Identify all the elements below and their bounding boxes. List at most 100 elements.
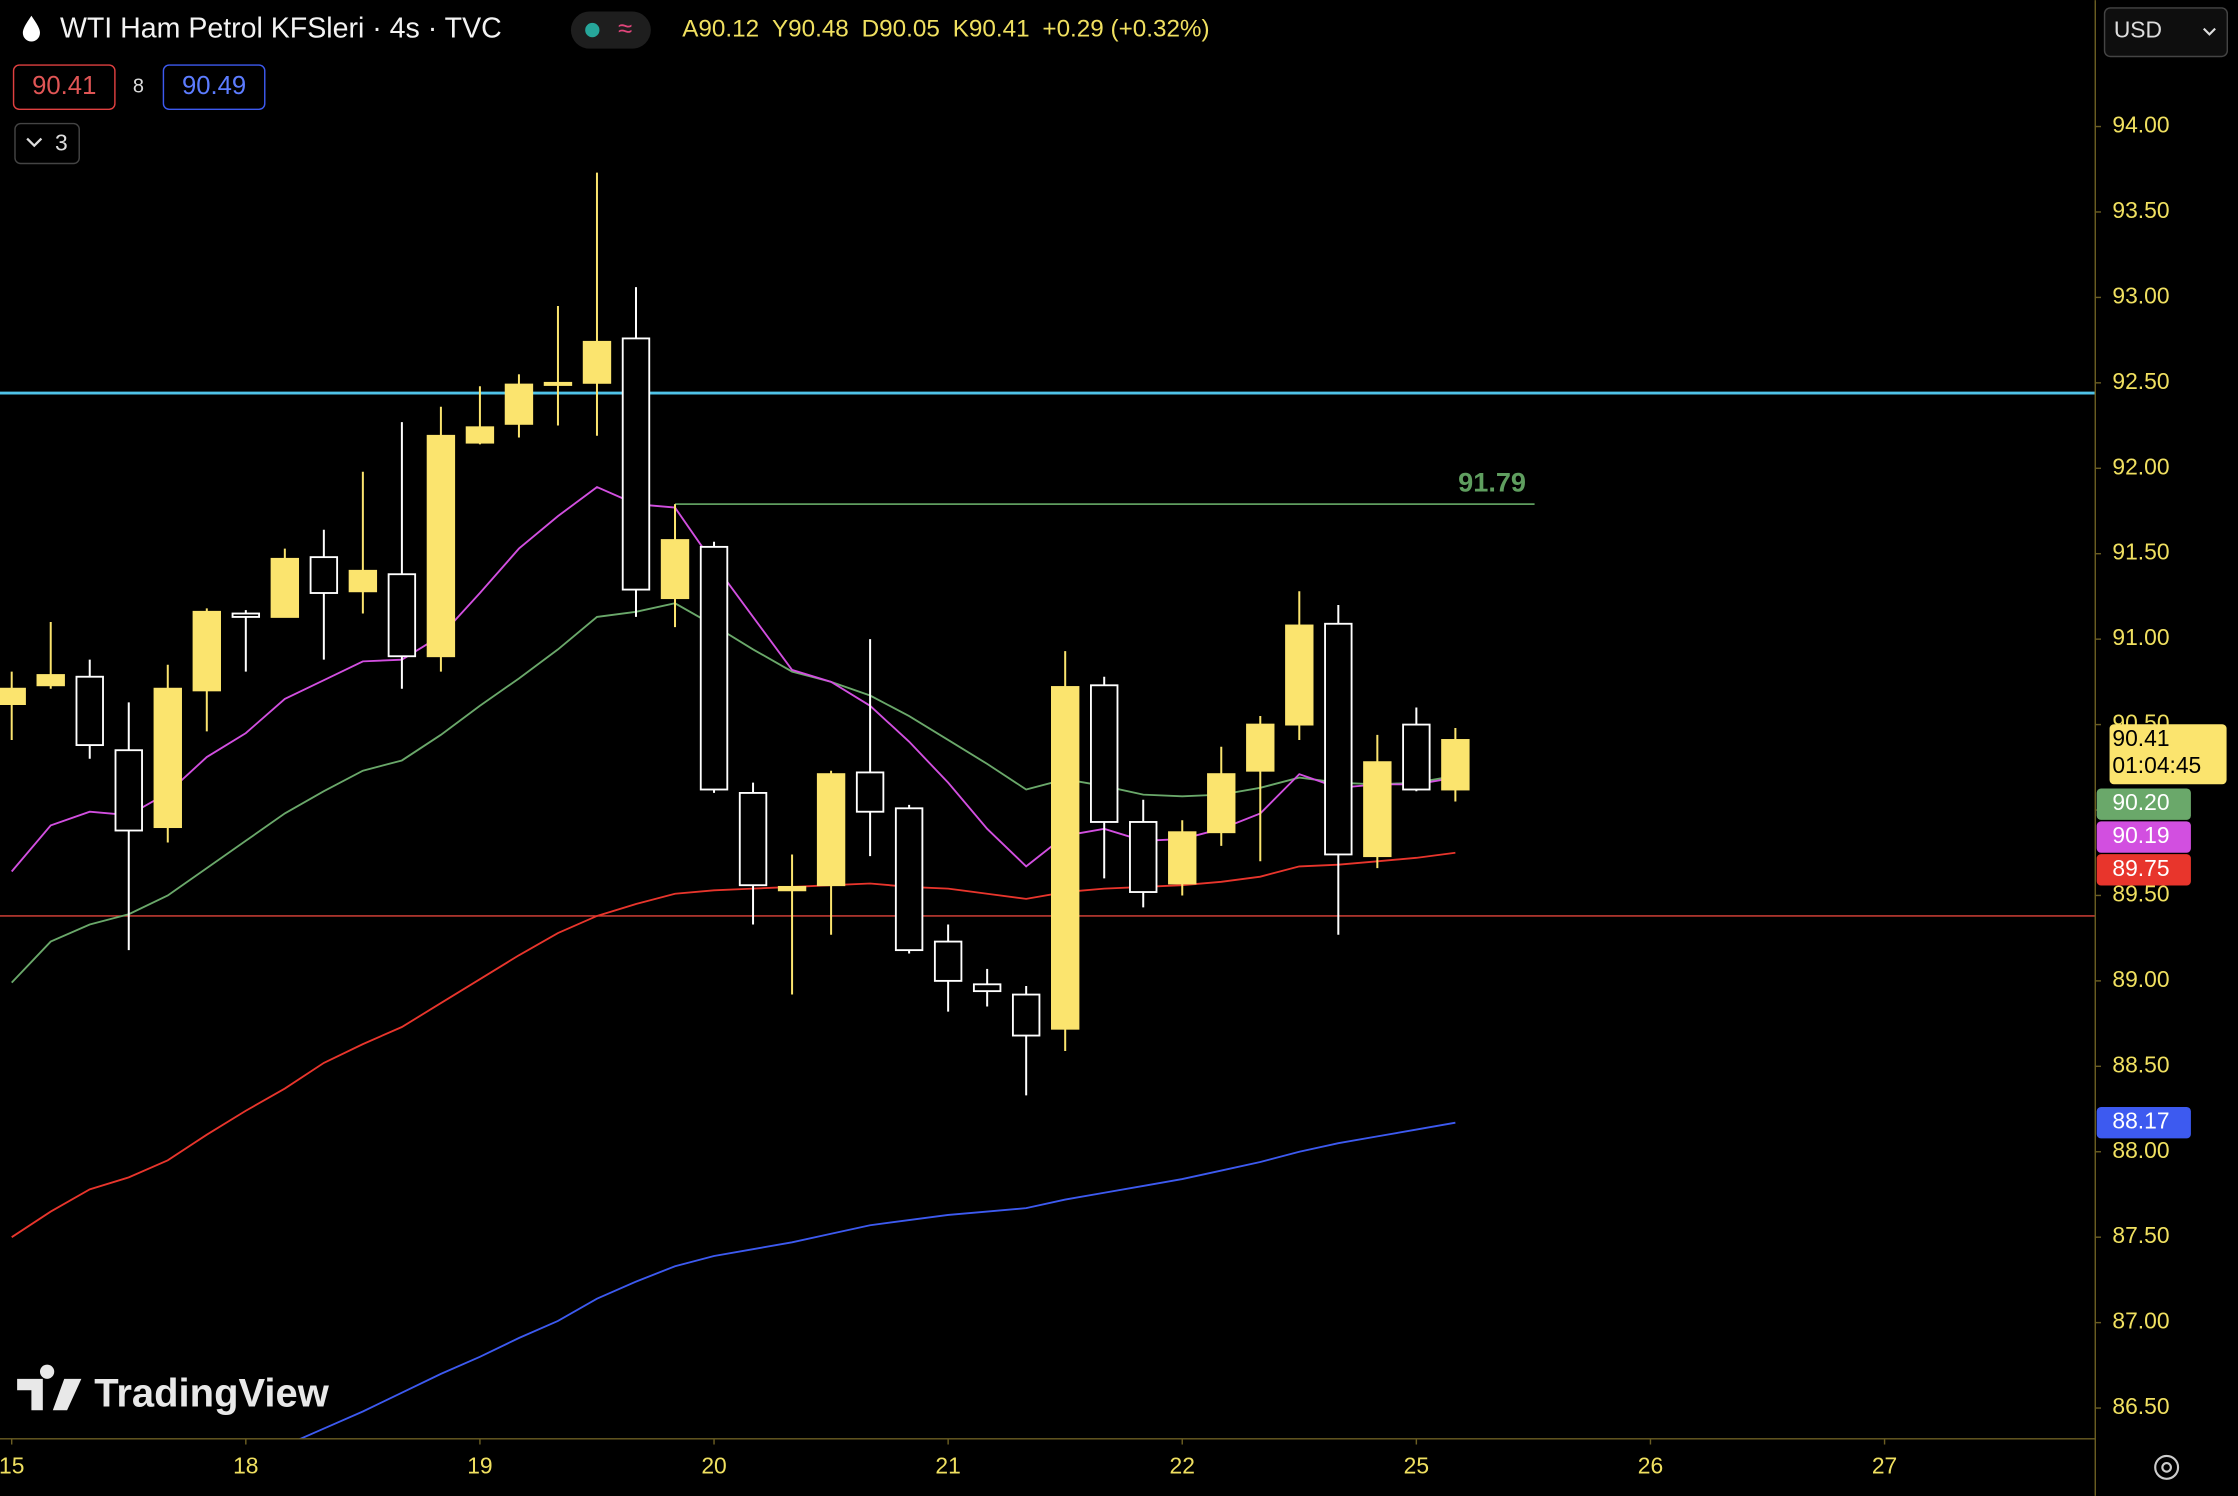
y-tick-label: 91.00 bbox=[2112, 624, 2169, 650]
candle-body bbox=[933, 940, 963, 982]
candle-body bbox=[855, 771, 885, 813]
candle-body bbox=[1324, 622, 1353, 856]
indicator-price-box bbox=[2096, 821, 2191, 853]
candle-body bbox=[75, 675, 104, 747]
indicator-line bbox=[11, 602, 1456, 984]
candle-body bbox=[543, 381, 573, 386]
market-status bbox=[585, 22, 600, 38]
x-tick-label: 22 bbox=[1170, 1452, 1195, 1478]
y-tick-label: 88.00 bbox=[2112, 1137, 2169, 1163]
indicator-price-box bbox=[2096, 788, 2191, 820]
last-price-box bbox=[2109, 724, 2227, 785]
candle-body bbox=[1129, 821, 1158, 893]
currency[interactable]: USD bbox=[2114, 17, 2162, 43]
indicator-price: 90.19 bbox=[2112, 822, 2169, 848]
indicator-line bbox=[298, 1121, 1456, 1439]
settings-icon bbox=[2161, 1462, 2172, 1473]
watermark: TradingView bbox=[94, 1372, 330, 1416]
x-tick-label: 18 bbox=[233, 1452, 258, 1478]
y-tick-label: 87.50 bbox=[2112, 1222, 2169, 1248]
candle-body bbox=[1090, 684, 1119, 823]
y-tick-label: 91.50 bbox=[2112, 539, 2169, 565]
candle-body bbox=[465, 426, 495, 444]
countdown: 01:04:45 bbox=[2112, 752, 2201, 778]
candle-body bbox=[660, 539, 690, 600]
y-tick-label: 92.50 bbox=[2112, 368, 2169, 394]
y-tick-label: 88.50 bbox=[2112, 1051, 2169, 1077]
sell-price[interactable]: 90.41 bbox=[32, 72, 96, 100]
sell-button[interactable] bbox=[12, 64, 116, 110]
y-tick-label: 86.50 bbox=[2112, 1393, 2169, 1419]
indicator-price-box bbox=[2096, 854, 2191, 886]
candle-body bbox=[1363, 761, 1392, 858]
candle-body bbox=[1402, 723, 1431, 791]
x-tick-label: 15 bbox=[0, 1452, 24, 1478]
plot-area: 91.79 bbox=[0, 172, 2096, 1439]
y-tick-label: 93.50 bbox=[2112, 197, 2169, 223]
candle-body bbox=[0, 687, 26, 706]
candle-body bbox=[36, 674, 65, 687]
candle-body bbox=[1011, 993, 1041, 1037]
candle-body bbox=[1207, 773, 1236, 834]
candle-body bbox=[816, 773, 846, 887]
buy-button[interactable] bbox=[162, 64, 266, 110]
y-tick-label: 93.00 bbox=[2112, 282, 2169, 308]
ohlc-value: A90.12 bbox=[682, 15, 759, 42]
candle-body bbox=[972, 983, 1002, 993]
ohlc-value: +0.29 (+0.32%) bbox=[1042, 15, 1209, 42]
spread: 8 bbox=[133, 75, 144, 97]
candle-body bbox=[504, 383, 534, 425]
buy-price[interactable]: 90.49 bbox=[182, 72, 246, 100]
candle-body bbox=[114, 749, 143, 832]
candle-body bbox=[738, 791, 768, 887]
indicator-price: 88.17 bbox=[2112, 1108, 2169, 1134]
x-tick-label: 20 bbox=[701, 1452, 726, 1478]
candle-body bbox=[231, 612, 261, 618]
watermark-logo bbox=[17, 1364, 82, 1411]
symbol-icon bbox=[22, 15, 40, 42]
status-pill bbox=[570, 11, 651, 49]
candle-body bbox=[699, 545, 729, 791]
x-tick-label: 27 bbox=[1872, 1452, 1897, 1478]
data-status: ≈ bbox=[618, 15, 632, 43]
candle-body bbox=[1441, 739, 1470, 791]
y-tick-label: 89.00 bbox=[2112, 966, 2169, 992]
indicator-line bbox=[10, 486, 1456, 873]
candle-body bbox=[1285, 624, 1314, 726]
indicators-count[interactable]: 3 bbox=[55, 129, 68, 155]
indicator-line bbox=[11, 851, 1456, 1238]
candle-body bbox=[309, 556, 339, 594]
ray-label: 91.79 bbox=[1458, 466, 1526, 497]
x-tick-label: 26 bbox=[1638, 1452, 1663, 1478]
candle-body bbox=[1050, 686, 1080, 1030]
candle-body bbox=[1168, 831, 1197, 885]
candle-body bbox=[192, 610, 221, 692]
axes: 86.5087.0087.5088.0088.5089.0089.5090.00… bbox=[0, 112, 2227, 1478]
candle-body bbox=[426, 434, 456, 658]
indicator-price: 89.75 bbox=[2112, 855, 2169, 881]
candle-body bbox=[270, 557, 300, 618]
x-tick-label: 21 bbox=[935, 1452, 960, 1478]
currency-select[interactable] bbox=[2103, 7, 2229, 58]
ohlc-values: A90.12 Y90.48 D90.05 K90.41 +0.29 (+0.32%) bbox=[682, 15, 1209, 42]
candle-body bbox=[777, 885, 807, 892]
y-tick-label: 94.00 bbox=[2112, 112, 2169, 138]
ohlc-value: D90.05 bbox=[862, 15, 940, 42]
candle-body bbox=[153, 687, 182, 829]
y-tick-label: 92.00 bbox=[2112, 453, 2169, 479]
candle-body bbox=[582, 340, 612, 384]
x-tick-label: 19 bbox=[467, 1452, 492, 1478]
settings-button[interactable] bbox=[2154, 1454, 2180, 1480]
candle-body bbox=[348, 569, 378, 593]
y-tick-label: 87.00 bbox=[2112, 1308, 2169, 1334]
candle-body bbox=[1246, 723, 1275, 772]
ohlc-value: K90.41 bbox=[953, 15, 1030, 42]
ohlc-value: Y90.48 bbox=[772, 15, 849, 42]
symbol-title: WTI Ham Petrol KFSleri · 4s · TVC bbox=[60, 13, 502, 45]
indicators-toggle[interactable] bbox=[14, 122, 80, 165]
candle-body bbox=[621, 337, 651, 591]
x-tick-label: 25 bbox=[1404, 1452, 1429, 1478]
candle-body bbox=[387, 573, 417, 658]
